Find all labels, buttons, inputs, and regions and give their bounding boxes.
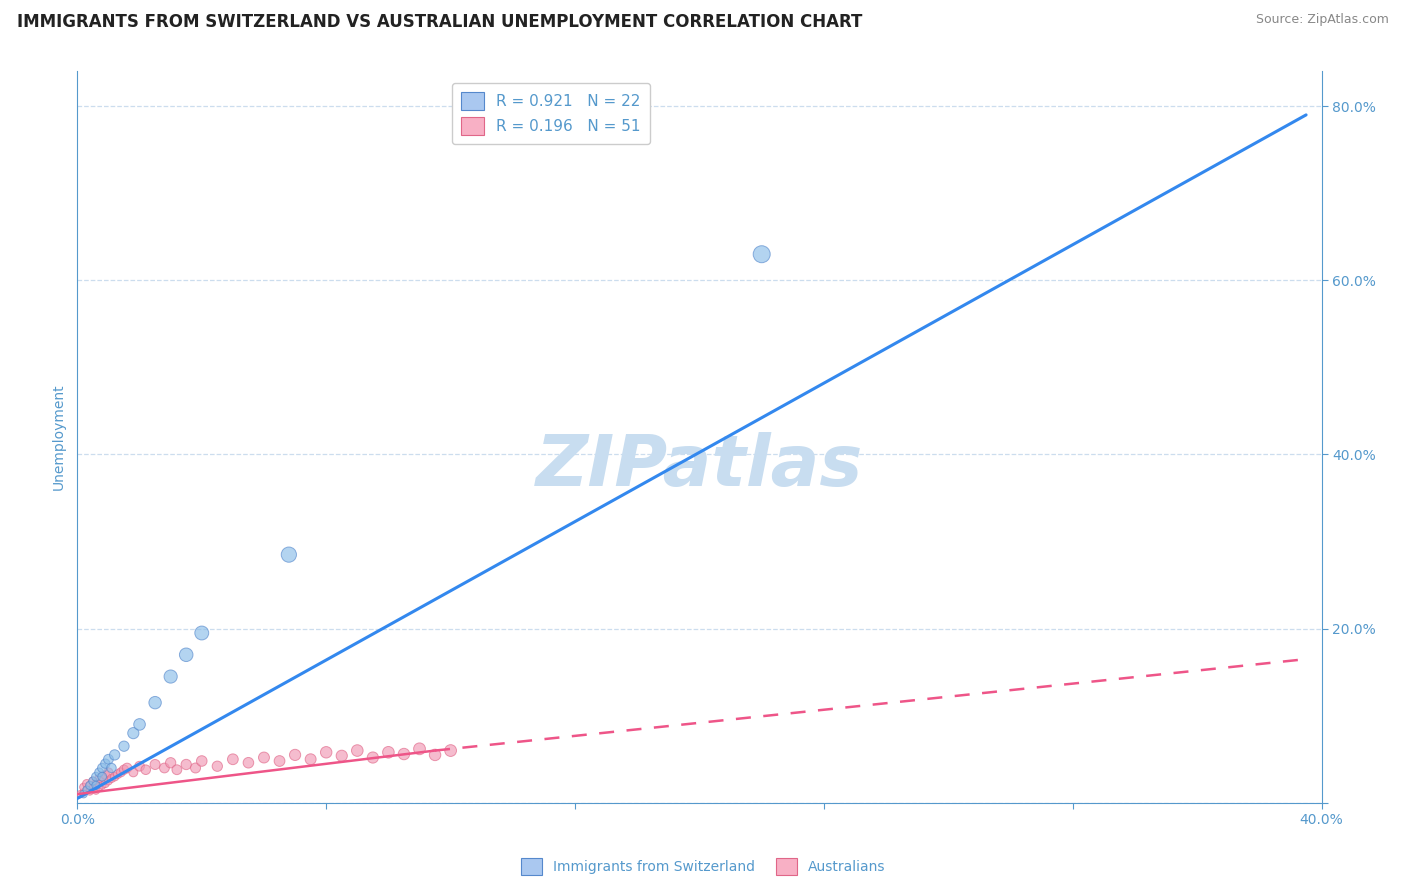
- Point: [76, 782, 98, 797]
- Point: [392, 747, 415, 761]
- Point: [128, 717, 150, 731]
- Point: [408, 741, 430, 756]
- Point: [253, 750, 276, 764]
- Point: [277, 548, 299, 562]
- Point: [97, 765, 120, 780]
- Point: [315, 745, 337, 759]
- Point: [91, 778, 114, 792]
- Point: [299, 752, 322, 766]
- Text: Source: ZipAtlas.com: Source: ZipAtlas.com: [1256, 13, 1389, 27]
- Point: [751, 247, 773, 261]
- Point: [191, 626, 214, 640]
- Point: [84, 783, 107, 797]
- Point: [84, 778, 107, 792]
- Point: [153, 761, 176, 775]
- Point: [82, 774, 104, 789]
- Point: [91, 770, 114, 784]
- Point: [122, 765, 145, 780]
- Point: [94, 777, 117, 791]
- Point: [269, 754, 291, 768]
- Point: [174, 757, 197, 772]
- Point: [79, 778, 101, 792]
- Point: [104, 747, 127, 762]
- Point: [79, 784, 101, 798]
- Point: [82, 780, 104, 795]
- Point: [84, 777, 107, 791]
- Point: [94, 768, 117, 782]
- Legend: Immigrants from Switzerland, Australians: Immigrants from Switzerland, Australians: [516, 853, 890, 880]
- Point: [346, 743, 368, 757]
- Point: [87, 765, 110, 780]
- Point: [72, 785, 94, 799]
- Point: [143, 696, 166, 710]
- Point: [82, 774, 104, 789]
- Point: [284, 747, 307, 762]
- Point: [115, 761, 138, 775]
- Point: [330, 748, 353, 763]
- Point: [174, 648, 197, 662]
- Text: IMMIGRANTS FROM SWITZERLAND VS AUSTRALIAN UNEMPLOYMENT CORRELATION CHART: IMMIGRANTS FROM SWITZERLAND VS AUSTRALIA…: [17, 13, 862, 31]
- Point: [69, 787, 91, 801]
- Text: ZIPatlas: ZIPatlas: [536, 432, 863, 500]
- Point: [128, 759, 150, 773]
- Point: [191, 754, 214, 768]
- Point: [377, 745, 399, 759]
- Point: [104, 770, 127, 784]
- Point: [107, 767, 129, 781]
- Point: [184, 761, 207, 775]
- Point: [112, 763, 135, 777]
- Point: [94, 756, 117, 771]
- Point: [159, 669, 181, 683]
- Point: [361, 750, 384, 764]
- Point: [112, 739, 135, 754]
- Point: [110, 765, 132, 780]
- Point: [79, 778, 101, 792]
- Point: [76, 777, 98, 791]
- Point: [72, 787, 94, 801]
- Point: [72, 780, 94, 794]
- Point: [97, 774, 120, 789]
- Point: [159, 756, 181, 770]
- Point: [166, 763, 188, 777]
- Point: [97, 752, 120, 766]
- Point: [135, 763, 157, 777]
- Point: [76, 782, 98, 797]
- Point: [87, 780, 110, 794]
- Point: [238, 756, 260, 770]
- Y-axis label: Unemployment: Unemployment: [52, 384, 66, 491]
- Point: [423, 747, 446, 762]
- Point: [84, 770, 107, 784]
- Point: [440, 743, 463, 757]
- Point: [100, 761, 122, 775]
- Point: [207, 759, 229, 773]
- Point: [222, 752, 245, 766]
- Point: [87, 772, 110, 786]
- Point: [91, 770, 114, 784]
- Point: [143, 757, 166, 772]
- Point: [100, 772, 122, 786]
- Point: [91, 761, 114, 775]
- Point: [122, 726, 145, 740]
- Legend: R = 0.921   N = 22, R = 0.196   N = 51: R = 0.921 N = 22, R = 0.196 N = 51: [453, 83, 650, 145]
